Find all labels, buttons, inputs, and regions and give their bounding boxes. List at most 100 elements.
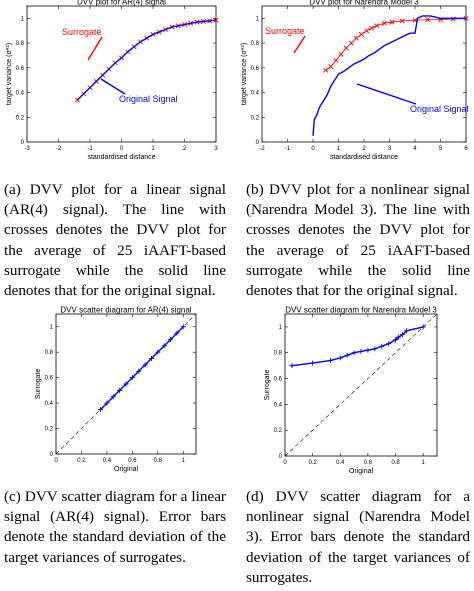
chart-a-xtick-label: 0 (120, 146, 124, 152)
chart-c-series-0-point (129, 375, 135, 381)
chart-b-xtick-label: 0 (311, 146, 315, 152)
chart-d-series-0-point (379, 343, 385, 349)
chart-d-series-0-point (393, 337, 399, 343)
chart-a-xtick-label: -3 (24, 146, 30, 152)
chart-d-reference-diagonal (284, 313, 438, 457)
caption-d: (d) DVV scatter diagram for a nonlinear … (246, 488, 470, 586)
chart-b-xtick-label: -2 (259, 146, 265, 152)
chart-b-annotation-original-arrow (356, 83, 417, 105)
chart-b-series-0-point (374, 23, 380, 29)
chart-d-series-0-point (386, 341, 392, 347)
chart-b-series-0-point (323, 67, 329, 73)
chart-c-title: DVV scatter diagram for AR(4) signal (60, 306, 191, 315)
caption-a: (a) DVV plot for a linear signal (AR(4) … (4, 181, 226, 300)
chart-a-annotation-original: Original Signal (119, 94, 178, 104)
chart-b-xtick-label: 6 (464, 146, 468, 152)
chart-d-series-0-point (399, 332, 405, 338)
chart-c-xtick-label: 0.6 (128, 458, 137, 464)
chart-b-annotation-surrogate-arrow (293, 35, 306, 54)
chart-b-annotation-original: Original Signal (410, 104, 469, 114)
chart-c-xtick-label: 0.2 (77, 458, 86, 464)
chart-d-xtick-label: 0.8 (391, 460, 400, 466)
chart-a-xlabel: standardised distance (87, 154, 155, 161)
chart-c-ytick-label: 1 (50, 325, 54, 331)
chart-a-xtick-label: -2 (56, 146, 62, 152)
chart-d-xlabel: Original (349, 468, 374, 475)
chart-b-ytick-label: 0.4 (251, 91, 260, 97)
chart-d-series-0-point (289, 363, 295, 369)
chart-b-series-0-point (364, 28, 370, 34)
chart-a-ytick-label: 0.6 (16, 66, 25, 72)
chart-b-series-0-point (381, 20, 387, 26)
chart-c-xtick-label: 0.8 (154, 458, 163, 464)
chart-d-series-0-point (395, 334, 401, 340)
chart-b-xtick-label: 5 (439, 146, 443, 152)
chart-b-series-0-point (328, 64, 334, 70)
chart-d-ytick-label: 0.8 (274, 351, 283, 357)
chart-d-xtick-label: 1 (422, 460, 426, 466)
chart-a-xtick-label: 1 (151, 146, 155, 152)
chart-c-ytick-label: 0 (50, 452, 54, 458)
chart-a-ylabel: target variance (σ*²) (6, 43, 13, 105)
chart-c-series-0-point (161, 343, 167, 349)
chart-a-title: DVV plot for AR(4) signal (77, 0, 166, 7)
chart-d-ytick-label: 0 (279, 454, 283, 460)
chart-c-ytick-label: 0.2 (45, 427, 54, 433)
chart-c-xtick-label: 0.4 (103, 458, 112, 464)
chart-d-series-0-point (365, 347, 371, 353)
chart-d-series-0-point (337, 355, 343, 361)
chart-b-xtick-label: 1 (337, 146, 341, 152)
chart-d-ytick-label: 0.6 (274, 377, 283, 383)
chart-b-series-0-point (353, 35, 359, 41)
chart-b-xtick-label: 2 (362, 146, 366, 152)
chart-b-series-0-line (325, 17, 467, 71)
chart-c-series-0-point (117, 387, 123, 393)
chart-b-ytick-label: 0 (256, 140, 260, 146)
chart-d-xtick-label: 0.6 (364, 460, 373, 466)
chart-b-series-0-point (389, 19, 395, 25)
chart-c-xtick-label: 1 (182, 458, 186, 464)
chart-a-series-1-line (76, 19, 217, 101)
chart-b-ytick-label: 0.2 (251, 115, 260, 121)
chart-c-xtick-label: 0 (54, 458, 58, 464)
chart-d-series-0-point (372, 346, 378, 352)
chart-b-xtick-label: 3 (388, 146, 392, 152)
chart-b-xlabel: standardised distance (330, 154, 398, 161)
chart-b-ylabel: target variance (σ*²) (241, 43, 248, 105)
chart-d-series-0-point (358, 348, 364, 354)
chart-c-series-0-point (104, 400, 110, 406)
chart-d-series-0-point (420, 324, 426, 330)
chart-c-ytick-label: 0.8 (45, 350, 54, 356)
chart-d-xtick-label: 0 (283, 460, 287, 466)
chart-c-series-0-point (168, 336, 174, 342)
chart-c-series-0-point (142, 362, 148, 368)
chart-d-series-0-line (291, 326, 424, 367)
chart-a-plot-frame (26, 5, 217, 143)
chart-a-xtick-label: -1 (87, 146, 93, 152)
chart-c-series-0-line (100, 326, 184, 410)
chart-b-series-1-line (312, 15, 466, 136)
chart-c-plot-frame (55, 313, 197, 455)
chart-d-plot-frame (284, 313, 438, 457)
chart-c-series-0-point (174, 330, 180, 336)
chart-b-series-0-point (369, 25, 375, 31)
chart-c-series-0-point (110, 394, 116, 400)
chart-b-series-0-point (333, 57, 339, 63)
chart-b-series-0-point (343, 45, 349, 51)
chart-c-ytick-label: 0.6 (45, 376, 54, 382)
chart-c-series-0-point (155, 349, 161, 355)
chart-c-series-0-point (98, 406, 104, 412)
chart-a-ytick-label: 0.4 (16, 91, 25, 97)
chart-d-ylabel: Surrogate (264, 370, 271, 401)
chart-d-series-0-point (344, 352, 350, 358)
chart-b-series-0-point (358, 31, 364, 37)
chart-b-dvv-narendra: DVV plot for Narendra Model 3 -2 -1 0 1 2 3 4 5 6… (241, 0, 469, 161)
chart-b-title: DVV plot for Narendra Model 3 (309, 0, 419, 7)
chart-d-series-0-point (310, 360, 316, 366)
chart-a-xtick-label: 2 (183, 146, 187, 152)
chart-b-series-0-point (425, 17, 431, 23)
chart-a-dvv-ar4: DVV plot for AR(4) signal -3 -2 -1 0 1 2 3 0 0.2 0… (6, 0, 219, 161)
chart-b-series-0-point (338, 51, 344, 57)
chart-a-ytick-label: 1 (21, 16, 25, 22)
chart-c-ylabel: Surrogate (35, 369, 42, 400)
